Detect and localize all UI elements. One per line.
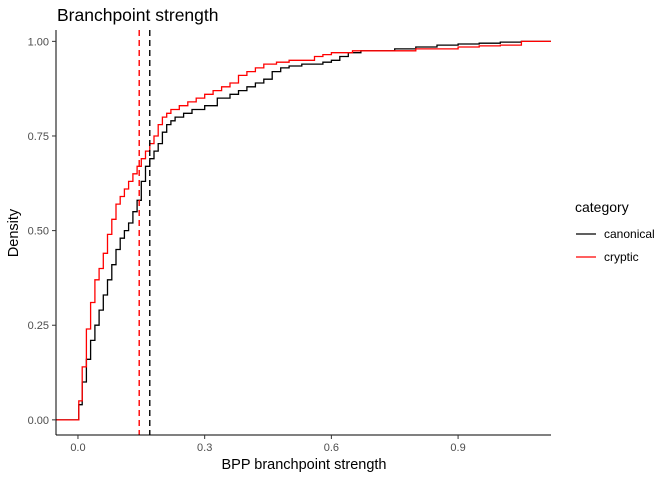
series-layer — [56, 40, 551, 421]
chart-title: Branchpoint strength — [57, 5, 219, 25]
x-tick-label: 0.0 — [70, 442, 85, 454]
x-tick-label: 0.3 — [197, 442, 212, 454]
y-tick-label: 0.50 — [28, 226, 49, 238]
legend-items: canonical cryptic — [576, 227, 655, 264]
y-tick-label: 0.25 — [28, 320, 49, 332]
y-tick-label: 0.00 — [28, 415, 49, 427]
ecdf-line-cryptic — [56, 40, 551, 421]
legend: category canonical cryptic — [575, 199, 655, 264]
y-axis-title: Density — [6, 208, 22, 257]
y-tick-label: 0.75 — [28, 131, 49, 143]
y-tick-label: 1.00 — [28, 36, 49, 48]
legend-label-cryptic: cryptic — [604, 250, 639, 264]
x-tick-label: 0.6 — [324, 442, 339, 454]
legend-title: category — [575, 199, 629, 215]
x-axis-title: BPP branchpoint strength — [222, 457, 387, 473]
plot-area: 0.0 0.3 0.6 0.9 0.00 0.25 0.50 0.75 1.00 — [28, 30, 551, 454]
x-axis-ticks: 0.0 0.3 0.6 0.9 — [70, 435, 466, 454]
median-lines — [138, 30, 151, 435]
legend-label-canonical: canonical — [604, 227, 655, 241]
y-axis-ticks: 0.00 0.25 0.50 0.75 1.00 — [28, 36, 56, 427]
ecdf-line-canonical — [56, 40, 551, 421]
x-tick-label: 0.9 — [450, 442, 465, 454]
